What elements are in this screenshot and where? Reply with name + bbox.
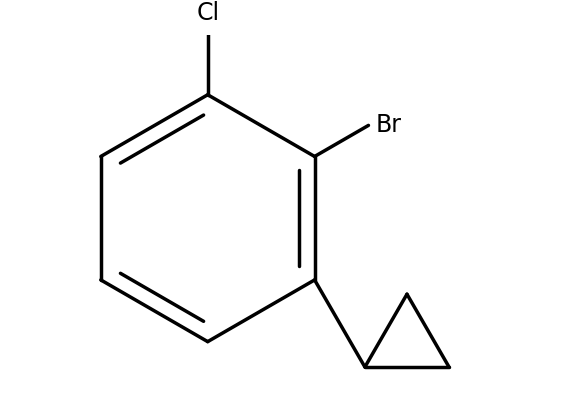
Text: Br: Br <box>376 114 402 138</box>
Text: Cl: Cl <box>196 1 219 25</box>
